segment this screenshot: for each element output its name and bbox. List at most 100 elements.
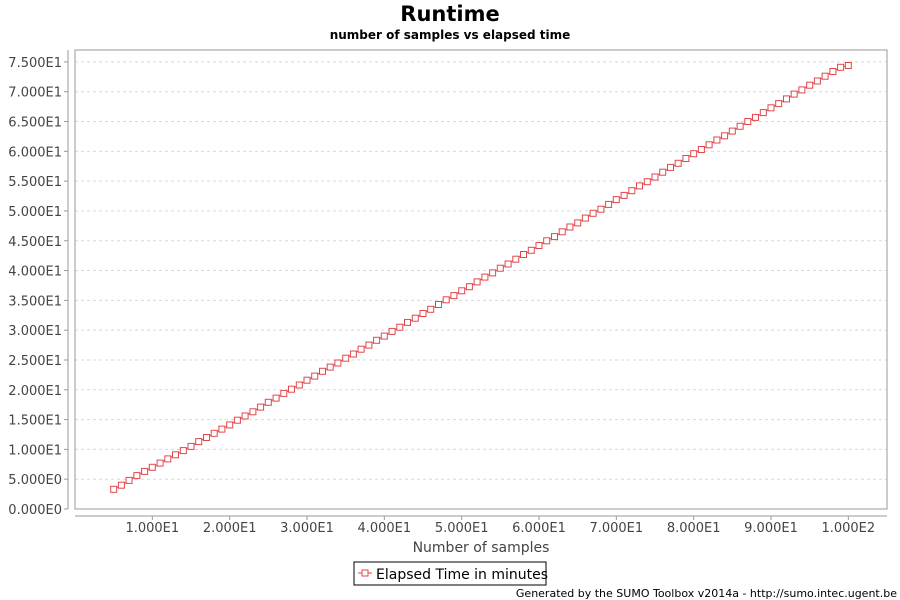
data-point bbox=[481, 273, 489, 281]
footer-credit: Generated by the SUMO Toolbox v2014a - h… bbox=[516, 587, 897, 600]
data-point bbox=[117, 481, 125, 489]
data-point bbox=[705, 141, 713, 149]
data-point bbox=[404, 318, 411, 326]
data-point bbox=[744, 118, 752, 125]
y-tick-label: 3.500E1 bbox=[8, 294, 62, 309]
y-axis-ticks: 0.000E0 5.000E0 1.000E1 1.500E1 2.000E1 2.500… bbox=[8, 56, 68, 518]
data-point bbox=[233, 416, 241, 424]
data-point bbox=[249, 408, 257, 416]
y-tick-label: 2.500E1 bbox=[8, 354, 62, 369]
series-markers bbox=[110, 62, 852, 493]
data-point bbox=[303, 376, 311, 384]
data-point bbox=[195, 438, 203, 446]
data-point bbox=[241, 412, 249, 420]
y-tick-label: 4.500E1 bbox=[8, 235, 62, 250]
y-tick-label: 0.000E0 bbox=[8, 503, 62, 518]
data-point bbox=[605, 200, 613, 208]
legend-label: Elapsed Time in minutes bbox=[376, 567, 548, 583]
data-point bbox=[643, 178, 651, 186]
data-point bbox=[373, 336, 381, 344]
data-point bbox=[473, 278, 481, 286]
data-point bbox=[311, 372, 319, 380]
data-point bbox=[759, 109, 767, 117]
data-point bbox=[829, 68, 837, 75]
x-axis-ticks: 1.000E1 2.000E1 3.000E1 4.000E1 5.000E1 6.000… bbox=[125, 516, 875, 536]
data-point bbox=[272, 394, 280, 402]
data-point bbox=[806, 81, 814, 89]
data-point bbox=[659, 168, 667, 176]
data-point bbox=[164, 455, 172, 463]
data-point bbox=[380, 332, 388, 340]
data-point bbox=[566, 223, 574, 231]
data-point bbox=[504, 260, 512, 268]
data-point bbox=[326, 363, 334, 371]
x-tick-label: 6.000E1 bbox=[512, 521, 566, 536]
data-point bbox=[697, 146, 705, 153]
data-point bbox=[581, 214, 589, 222]
data-point bbox=[442, 296, 450, 304]
data-point bbox=[713, 136, 721, 144]
x-tick-label: 4.000E1 bbox=[357, 521, 411, 536]
data-point bbox=[767, 104, 775, 112]
data-point bbox=[465, 283, 473, 291]
data-point bbox=[388, 327, 396, 335]
chart-subtitle: number of samples vs elapsed time bbox=[330, 28, 571, 42]
data-point bbox=[450, 292, 458, 300]
data-point bbox=[728, 127, 736, 135]
data-point bbox=[203, 434, 210, 441]
y-tick-label: 1.500E1 bbox=[8, 414, 62, 429]
data-point bbox=[226, 421, 234, 429]
data-point bbox=[597, 205, 605, 213]
data-point bbox=[257, 403, 265, 411]
legend: Elapsed Time in minutes bbox=[353, 561, 548, 586]
data-point bbox=[736, 122, 744, 130]
data-point bbox=[844, 62, 852, 69]
x-axis-label: Number of samples bbox=[413, 540, 550, 556]
data-point bbox=[520, 251, 527, 258]
y-tick-label: 6.500E1 bbox=[8, 116, 62, 131]
data-point bbox=[288, 385, 295, 393]
data-point bbox=[558, 228, 566, 236]
legend-box bbox=[353, 561, 547, 586]
data-point bbox=[527, 246, 535, 254]
x-tick-label: 7.000E1 bbox=[589, 521, 643, 536]
y-tick-label: 1.000E1 bbox=[8, 443, 62, 458]
data-point bbox=[411, 314, 419, 322]
y-tick-label: 3.000E1 bbox=[8, 324, 62, 339]
data-point bbox=[682, 155, 690, 162]
data-point bbox=[280, 389, 288, 397]
x-tick-label: 1.000E2 bbox=[821, 521, 875, 536]
data-point bbox=[365, 341, 373, 349]
chart-title: Runtime bbox=[400, 2, 499, 26]
data-point bbox=[551, 233, 558, 241]
data-point bbox=[435, 301, 442, 308]
data-point bbox=[775, 100, 783, 108]
data-point bbox=[187, 442, 195, 450]
data-point bbox=[651, 173, 659, 181]
data-point bbox=[798, 86, 806, 94]
data-point bbox=[636, 182, 643, 190]
data-point bbox=[489, 269, 497, 277]
data-point bbox=[295, 381, 303, 389]
data-point bbox=[721, 132, 729, 140]
data-point bbox=[419, 310, 427, 317]
y-tick-label: 6.000E1 bbox=[8, 145, 62, 160]
x-tick-label: 9.000E1 bbox=[744, 521, 798, 536]
data-point bbox=[813, 77, 821, 85]
data-point bbox=[172, 451, 179, 459]
data-point bbox=[535, 242, 543, 249]
data-point bbox=[690, 150, 698, 158]
data-point bbox=[133, 472, 141, 480]
y-tick-label: 2.000E1 bbox=[8, 384, 62, 399]
y-tick-label: 5.000E0 bbox=[8, 473, 62, 488]
data-point bbox=[574, 219, 582, 227]
y-tick-label: 5.500E1 bbox=[8, 175, 62, 190]
data-point bbox=[821, 72, 829, 80]
data-point bbox=[496, 264, 504, 272]
data-point bbox=[589, 209, 597, 217]
legend-marker-swatch bbox=[361, 569, 369, 577]
data-point bbox=[674, 159, 682, 167]
data-point bbox=[667, 163, 674, 171]
data-point bbox=[110, 485, 118, 493]
